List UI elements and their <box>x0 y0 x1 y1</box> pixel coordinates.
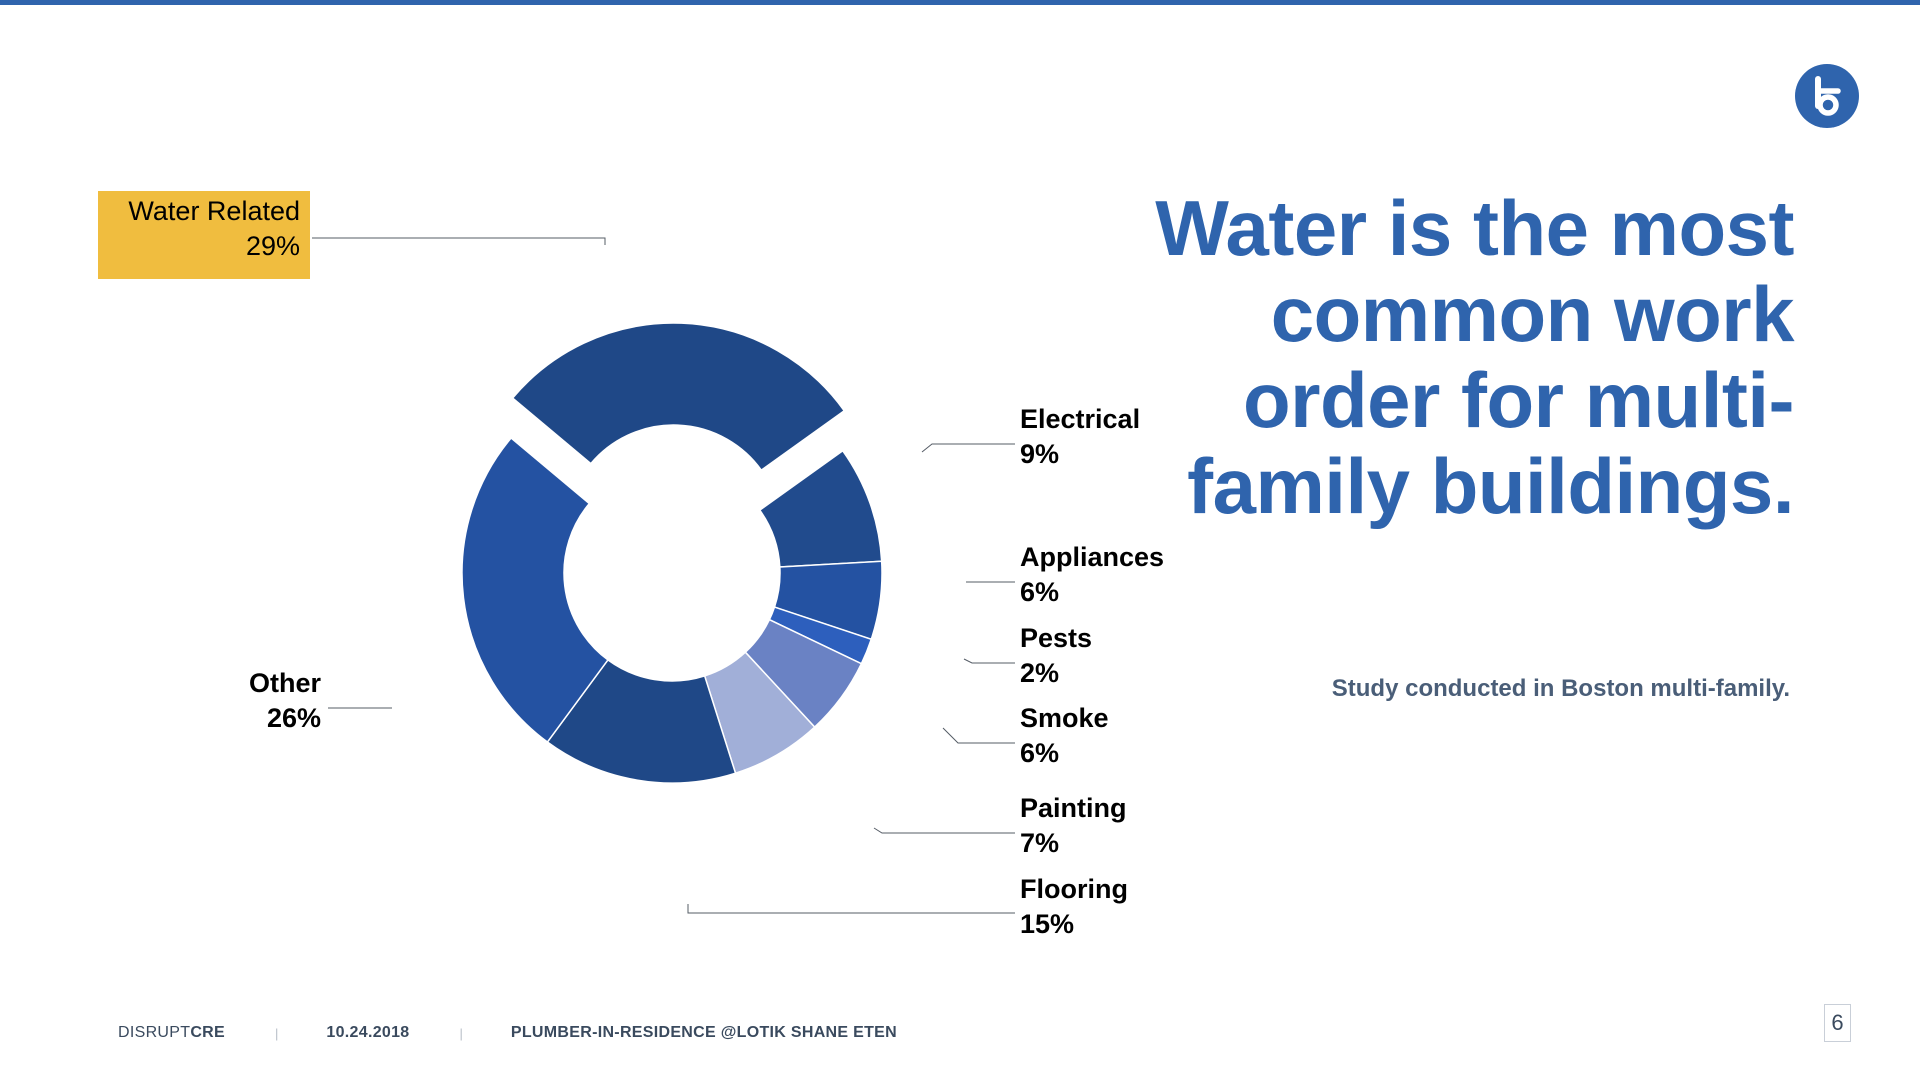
leader-line-electrical <box>921 443 1015 453</box>
slice-label-pests: Pests <box>1020 623 1092 653</box>
footer-byline: PLUMBER-IN-RESIDENCE @LOTIK SHANE ETEN <box>510 1024 898 1041</box>
subtitle: Study conducted in Boston multi-family. <box>1331 675 1790 702</box>
leader-line-water-related <box>312 237 606 245</box>
slice-value-other: 26% <box>267 703 321 733</box>
footer-brand-bold: CRE <box>190 1024 226 1041</box>
donut-slice-electrical <box>758 449 883 568</box>
page-number: 6 <box>1824 1004 1851 1042</box>
slice-value-water-related: 29% <box>246 231 300 261</box>
slice-label-painting: Painting <box>1020 793 1127 823</box>
headline: Water is the most common work order for … <box>1155 184 1794 530</box>
donut-slice-flooring <box>546 658 737 784</box>
slice-value-flooring: 15% <box>1020 909 1074 939</box>
slice-value-pests: 2% <box>1020 658 1059 688</box>
donut-slice-other <box>461 436 609 744</box>
lotik-logo-icon <box>1795 64 1859 128</box>
leader-line-painting <box>873 827 1015 834</box>
slice-label-other: Other <box>249 668 322 698</box>
donut-slice-water-related <box>511 322 846 472</box>
leader-line-flooring <box>687 904 1015 914</box>
highlight-label-box <box>98 191 310 279</box>
leader-line-smoke <box>942 727 1015 744</box>
footer: DISRUPT CRE | 10.24.2018 | PLUMBER-IN-RES… <box>118 1024 897 1042</box>
slice-label-appliances: Appliances <box>1020 542 1164 572</box>
footer-brand-regular: DISRUPT <box>118 1024 191 1041</box>
slice-value-electrical: 9% <box>1020 439 1059 469</box>
top-accent-rule <box>0 0 1920 5</box>
slice-label-smoke: Smoke <box>1020 703 1109 733</box>
slice-label-flooring: Flooring <box>1020 874 1128 904</box>
footer-date: 10.24.2018 <box>326 1024 410 1041</box>
slice-value-painting: 7% <box>1020 828 1059 858</box>
leader-line-pests <box>963 658 1015 664</box>
slice-value-appliances: 6% <box>1020 577 1059 607</box>
slice-label-water-related: Water Related <box>128 196 300 226</box>
footer-separator: | <box>275 1025 279 1041</box>
slice-label-electrical: Electrical <box>1020 404 1140 434</box>
footer-separator: | <box>459 1025 463 1041</box>
slice-value-smoke: 6% <box>1020 738 1059 768</box>
